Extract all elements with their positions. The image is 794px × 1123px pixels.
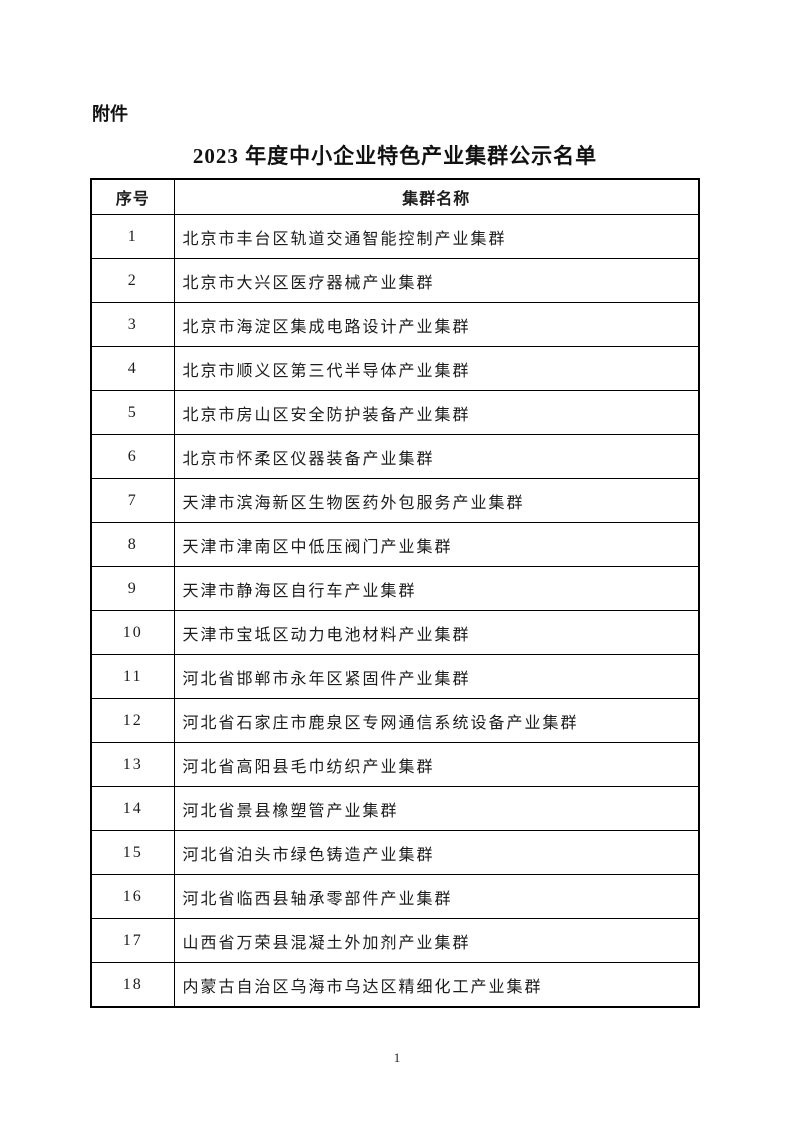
header-cell-name: 集群名称	[173, 178, 700, 215]
row-index: 6	[90, 434, 175, 479]
row-cluster-name: 内蒙古自治区乌海市乌达区精细化工产业集群	[173, 962, 700, 1008]
row-cluster-name: 天津市宝坻区动力电池材料产业集群	[173, 610, 700, 655]
cluster-table-header: 序号 集群名称	[90, 178, 700, 215]
row-index: 2	[90, 258, 175, 303]
row-cluster-name: 山西省万荣县混凝土外加剂产业集群	[173, 918, 700, 963]
page-number: 1	[393, 1050, 401, 1065]
row-index: 3	[90, 302, 175, 347]
row-cluster-name: 天津市津南区中低压阀门产业集群	[173, 522, 700, 567]
cluster-table-body: 1 北京市丰台区轨道交通智能控制产业集群 2 北京市大兴区医疗器械产业集群 3 北京市海淀…	[90, 214, 700, 1008]
row-index: 9	[90, 566, 175, 611]
row-index: 5	[90, 390, 175, 435]
header-row: 序号 集群名称	[90, 178, 700, 215]
row-index: 18	[90, 962, 175, 1008]
row-index: 13	[90, 742, 175, 787]
attachment-label: 附件	[92, 104, 128, 124]
table-row: 14 河北省景县橡塑管产业集群	[90, 786, 700, 831]
row-index: 15	[90, 830, 175, 875]
row-index: 10	[90, 610, 175, 655]
row-cluster-name: 北京市怀柔区仪器装备产业集群	[173, 434, 700, 479]
table-row: 8 天津市津南区中低压阀门产业集群	[90, 522, 700, 567]
row-cluster-name: 北京市顺义区第三代半导体产业集群	[173, 346, 700, 391]
table-row: 16 河北省临西县轴承零部件产业集群	[90, 874, 700, 919]
row-cluster-name: 河北省景县橡塑管产业集群	[173, 786, 700, 831]
header-cell-index: 序号	[90, 178, 175, 215]
row-index: 17	[90, 918, 175, 963]
row-index: 7	[90, 478, 175, 523]
table-row: 1 北京市丰台区轨道交通智能控制产业集群	[90, 214, 700, 259]
row-index: 14	[90, 786, 175, 831]
table-row: 6 北京市怀柔区仪器装备产业集群	[90, 434, 700, 479]
row-cluster-name: 北京市丰台区轨道交通智能控制产业集群	[173, 214, 700, 259]
row-cluster-name: 河北省高阳县毛巾纺织产业集群	[173, 742, 700, 787]
table-row: 5 北京市房山区安全防护装备产业集群	[90, 390, 700, 435]
table-row: 15 河北省泊头市绿色铸造产业集群	[90, 830, 700, 875]
row-index: 1	[90, 214, 175, 259]
row-cluster-name: 北京市房山区安全防护装备产业集群	[173, 390, 700, 435]
table-row: 2 北京市大兴区医疗器械产业集群	[90, 258, 700, 303]
table-row: 12 河北省石家庄市鹿泉区专网通信系统设备产业集群	[90, 698, 700, 743]
cluster-table: 序号 集群名称 1 北京市丰台区轨道交通智能控制产业集群 2 北京市大兴区医疗器械产业…	[90, 178, 700, 1008]
row-cluster-name: 河北省临西县轴承零部件产业集群	[173, 874, 700, 919]
row-cluster-name: 北京市大兴区医疗器械产业集群	[173, 258, 700, 303]
table-row: 13 河北省高阳县毛巾纺织产业集群	[90, 742, 700, 787]
row-cluster-name: 天津市滨海新区生物医药外包服务产业集群	[173, 478, 700, 523]
row-index: 16	[90, 874, 175, 919]
table-row: 7 天津市滨海新区生物医药外包服务产业集群	[90, 478, 700, 523]
row-cluster-name: 河北省石家庄市鹿泉区专网通信系统设备产业集群	[173, 698, 700, 743]
table-row: 10 天津市宝坻区动力电池材料产业集群	[90, 610, 700, 655]
table-row: 9 天津市静海区自行车产业集群	[90, 566, 700, 611]
table-row: 11 河北省邯郸市永年区紧固件产业集群	[90, 654, 700, 699]
row-cluster-name: 河北省邯郸市永年区紧固件产业集群	[173, 654, 700, 699]
row-cluster-name: 北京市海淀区集成电路设计产业集群	[173, 302, 700, 347]
table-row: 17 山西省万荣县混凝土外加剂产业集群	[90, 918, 700, 963]
row-cluster-name: 河北省泊头市绿色铸造产业集群	[173, 830, 700, 875]
table-row: 3 北京市海淀区集成电路设计产业集群	[90, 302, 700, 347]
row-cluster-name: 天津市静海区自行车产业集群	[173, 566, 700, 611]
row-index: 11	[90, 654, 175, 699]
row-index: 8	[90, 522, 175, 567]
table-row: 18 内蒙古自治区乌海市乌达区精细化工产业集群	[90, 962, 700, 1008]
row-index: 4	[90, 346, 175, 391]
page-title: 2023 年度中小企业特色产业集群公示名单	[192, 144, 598, 168]
row-index: 12	[90, 698, 175, 743]
table-row: 4 北京市顺义区第三代半导体产业集群	[90, 346, 700, 391]
